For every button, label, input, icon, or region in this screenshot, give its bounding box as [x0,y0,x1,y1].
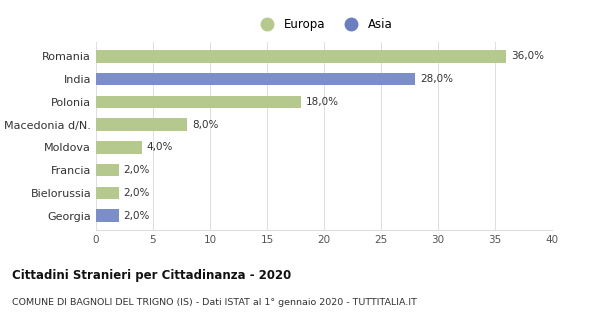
Bar [96,141,142,154]
Text: 2,0%: 2,0% [124,165,150,175]
Text: 2,0%: 2,0% [124,211,150,220]
Legend: Europa, Asia: Europa, Asia [253,15,395,33]
Text: 2,0%: 2,0% [124,188,150,198]
Bar [96,164,119,176]
Text: 36,0%: 36,0% [511,52,544,61]
Bar [96,118,187,131]
Bar [96,96,301,108]
Text: 8,0%: 8,0% [192,120,218,130]
Text: 28,0%: 28,0% [420,74,453,84]
Text: Cittadini Stranieri per Cittadinanza - 2020: Cittadini Stranieri per Cittadinanza - 2… [12,269,291,282]
Bar [96,73,415,85]
Bar [96,187,119,199]
Bar [96,50,506,63]
Text: 4,0%: 4,0% [146,142,173,152]
Text: 18,0%: 18,0% [306,97,339,107]
Bar [96,209,119,222]
Text: COMUNE DI BAGNOLI DEL TRIGNO (IS) - Dati ISTAT al 1° gennaio 2020 - TUTTITALIA.I: COMUNE DI BAGNOLI DEL TRIGNO (IS) - Dati… [12,298,417,307]
